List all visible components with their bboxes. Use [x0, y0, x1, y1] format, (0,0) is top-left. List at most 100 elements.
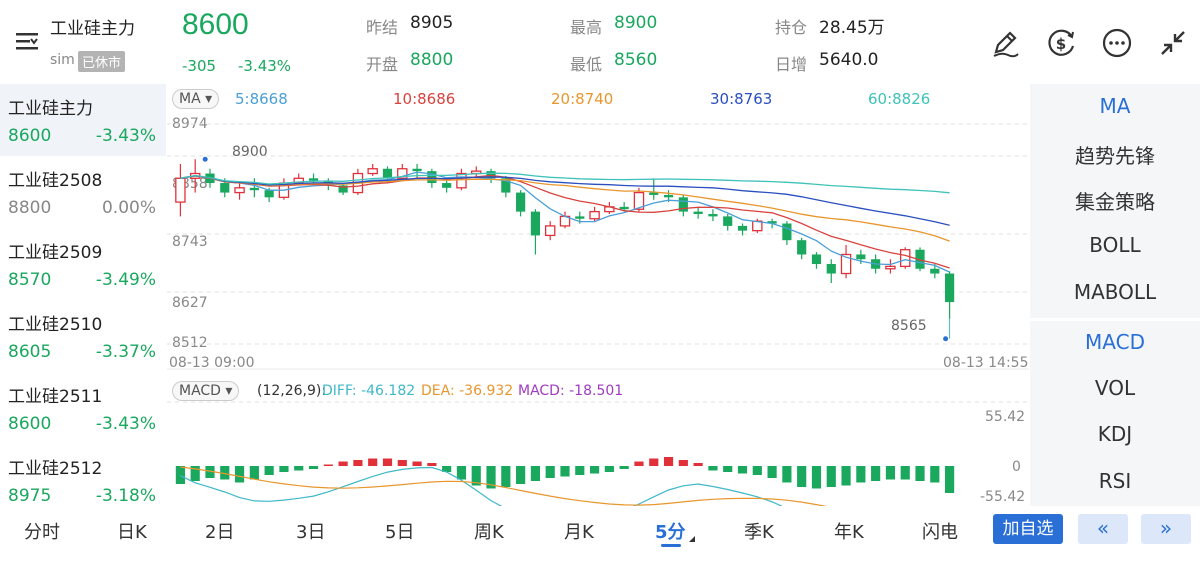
- contract-row[interactable]: 工业硅2512 8975 -3.18%: [0, 444, 166, 506]
- tab-intraday[interactable]: 分时: [24, 522, 60, 543]
- time-axis-start: 08-13 09:00: [169, 355, 255, 371]
- candle: [516, 192, 526, 212]
- macd-bar: [619, 466, 629, 469]
- candle: [264, 190, 274, 198]
- indicator-boll[interactable]: BOLL: [1089, 233, 1141, 257]
- candle: [915, 249, 925, 269]
- contract-price: 8975: [8, 486, 52, 506]
- indicator-fund-strategy[interactable]: 集金策略: [1075, 190, 1155, 214]
- menu-icon[interactable]: [14, 30, 40, 52]
- contract-row[interactable]: 工业硅主力 8600 -3.43%: [0, 84, 166, 156]
- sim-label: sim: [50, 52, 75, 68]
- indicator-macd[interactable]: MACD: [1085, 330, 1145, 354]
- tab-2day[interactable]: 2日: [205, 522, 235, 543]
- macd-bar: [530, 466, 541, 481]
- kline-chart[interactable]: [167, 84, 1029, 506]
- contract-price: 8800: [8, 198, 52, 218]
- active-tab-underline: [661, 544, 681, 547]
- tab-5min[interactable]: 5分: [655, 522, 686, 543]
- contract-row[interactable]: 工业硅2509 8570 -3.49%: [0, 228, 166, 300]
- next-page-button[interactable]: »: [1141, 514, 1191, 544]
- stat-label-open-interest: 持仓: [775, 18, 808, 37]
- collapse-icon[interactable]: [1156, 26, 1190, 60]
- macd-bar: [871, 466, 881, 481]
- macd-bar: [471, 466, 481, 486]
- candle: [885, 265, 896, 270]
- candle: [589, 210, 600, 220]
- macd-bar: [723, 466, 733, 472]
- contract-name: 工业硅2511: [8, 387, 103, 407]
- candle: [397, 168, 408, 179]
- macd-axis-label: 0: [1012, 459, 1021, 475]
- macd-bar: [353, 460, 363, 466]
- add-watchlist-button[interactable]: 加自选: [993, 514, 1063, 544]
- candle: [234, 187, 245, 194]
- ma-line: [180, 172, 950, 194]
- macd-bar: [560, 466, 570, 477]
- trade-dollar-icon[interactable]: $: [1044, 26, 1078, 60]
- price-axis-label: 8512: [172, 335, 208, 351]
- candle: [797, 240, 807, 255]
- tab-flash[interactable]: 闪电: [922, 522, 958, 543]
- candle: [367, 168, 378, 175]
- draw-pen-icon[interactable]: [988, 26, 1022, 60]
- candle: [767, 221, 777, 224]
- contract-pct: -3.49%: [95, 270, 156, 290]
- macd-histogram: [175, 457, 955, 493]
- candle: [826, 264, 836, 274]
- indicator-rsi[interactable]: RSI: [1098, 469, 1132, 493]
- time-axis-end: 08-13 14:55: [943, 355, 1029, 371]
- candle: [856, 254, 866, 260]
- contract-row[interactable]: 工业硅2510 8605 -3.37%: [0, 300, 166, 372]
- macd-diff: DIFF: -46.182: [322, 383, 416, 399]
- candle: [840, 253, 852, 275]
- candle: [175, 177, 186, 203]
- contract-row[interactable]: 工业硅2508 8800 0.00%: [0, 156, 166, 228]
- macd-bar: [545, 466, 555, 478]
- price-change-pct: -3.43%: [238, 57, 292, 75]
- macd-axis-label: 55.42: [985, 409, 1026, 425]
- stat-value-open-interest: 28.45万: [819, 18, 885, 38]
- macd-bar: [678, 460, 688, 466]
- indicator-trend-pioneer[interactable]: 趋势先锋: [1075, 144, 1155, 168]
- contract-price: 8570: [8, 270, 52, 290]
- indicator-maboll[interactable]: MABOLL: [1073, 280, 1157, 304]
- tab-quarterly[interactable]: 季K: [744, 522, 774, 543]
- macd-bar: [308, 466, 319, 469]
- ma20-value: 20:8740: [551, 90, 614, 108]
- candle: [530, 211, 541, 236]
- ma60-value: 60:8826: [868, 90, 931, 108]
- tab-weekly[interactable]: 周K: [474, 522, 504, 543]
- macd-bar: [782, 466, 792, 483]
- indicator-vol[interactable]: VOL: [1094, 376, 1136, 400]
- candle: [456, 172, 467, 189]
- macd-bar: [516, 466, 526, 484]
- tab-monthly[interactable]: 月K: [564, 522, 594, 543]
- candle: [899, 249, 911, 268]
- macd-dea: DEA: -36.932: [421, 383, 514, 399]
- candle: [930, 268, 940, 274]
- macd-bar: [797, 466, 807, 487]
- tab-yearly[interactable]: 年K: [834, 522, 864, 543]
- contract-price: 8600: [8, 126, 52, 146]
- ma10-value: 10:8686: [393, 90, 456, 108]
- ma-selector[interactable]: MA ▾: [172, 89, 220, 109]
- macd-bar: [604, 466, 614, 472]
- indicator-kdj[interactable]: KDJ: [1097, 422, 1133, 446]
- macd-bar: [945, 466, 955, 493]
- candle: [678, 197, 688, 212]
- panel-divider: [1030, 318, 1200, 321]
- indicator-ma[interactable]: MA: [1099, 94, 1131, 118]
- tab-daily[interactable]: 日K: [117, 522, 147, 543]
- price-change: -305: [182, 57, 217, 75]
- prev-page-button[interactable]: «: [1078, 514, 1128, 544]
- macd-selector[interactable]: MACD ▾: [172, 381, 240, 401]
- tab-3day[interactable]: 3日: [296, 522, 326, 543]
- market-status-badge: 已休市: [78, 51, 126, 72]
- tab-5day[interactable]: 5日: [385, 522, 415, 543]
- macd-bar: [501, 466, 511, 487]
- svg-text:$: $: [1056, 35, 1066, 53]
- more-options-icon[interactable]: [1100, 26, 1134, 60]
- contract-row[interactable]: 工业硅2511 8600 -3.43%: [0, 372, 166, 444]
- candle: [544, 225, 556, 237]
